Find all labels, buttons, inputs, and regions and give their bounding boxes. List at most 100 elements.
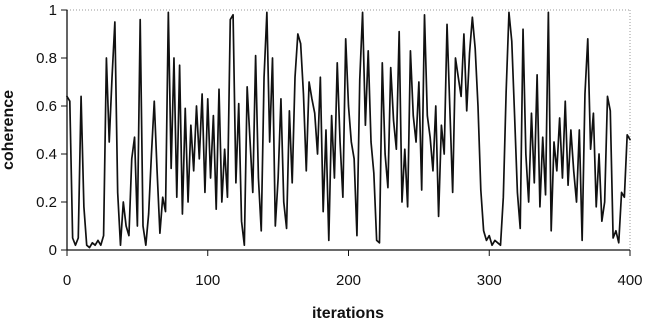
coherence-data-point [145,244,147,246]
coherence-data-point [159,232,161,234]
coherence-data-point [390,67,392,68]
coherence-data-point [317,153,318,155]
coherence-data-point [556,170,558,172]
y-tick-labels: 0 0.2 0.4 0.6 0.8 1 [36,2,57,259]
y-axis-title: coherence [0,90,17,170]
coherence-data-point [443,153,445,155]
coherence-data-point [396,148,397,150]
coherence-data-point [508,12,510,13]
coherence-data-point [426,115,428,116]
coherence-data-point [598,153,600,155]
coherence-data-point [277,177,279,179]
coherence-data-point [590,148,591,150]
coherence-data-point [562,177,563,179]
coherence-data-point [89,247,90,248]
coherence-data-point [241,220,242,222]
coherence-data-point [387,187,389,188]
coherence-data-point [193,170,195,172]
coherence-data-point [210,177,211,179]
coherence-data-point [69,100,71,102]
coherence-data-point [548,12,549,13]
coherence-data-point [365,124,366,126]
coherence-data-point [488,235,490,236]
coherence-data-point [286,228,287,229]
coherence-data-point [345,38,347,40]
coherence-data-point [314,112,316,114]
coherence-data-point [609,110,611,112]
coherence-data-point [497,242,499,244]
coherence-data-point [367,50,369,52]
coherence-data-point [522,28,524,30]
y-axis [61,9,68,251]
coherence-data-point [505,91,507,92]
coherence-data-point [435,105,437,107]
coherence-data-point [75,244,76,246]
coherence-data-point [297,33,299,35]
coherence-data-point [500,244,501,246]
coherence-data-point [190,124,192,126]
coherence-data-point [446,24,448,25]
coherence-data-point [196,105,197,107]
coherence-data-point [114,21,116,23]
coherence-data-point [207,98,209,100]
coherence-data-point [173,57,175,59]
coherence-data-point [294,76,296,78]
coherence-data-point [576,201,577,203]
coherence-data-point [232,14,234,16]
coherence-data-point [263,76,265,78]
coherence-data-point [542,136,544,138]
y-tick-label: 0.8 [36,50,57,67]
coherence-data-point [438,216,439,217]
coherence-data-point [604,201,606,203]
coherence-data-point [553,141,555,143]
coherence-data-point [227,196,228,198]
coherence-data-point [311,98,313,100]
coherence-data-point [477,105,479,107]
coherence-data-point [432,170,434,172]
coherence-data-point [407,206,408,208]
coherence-data-point [215,208,217,210]
coherence-data-point [167,12,169,13]
coherence-data-point [103,235,104,236]
x-tick-labels: 0 100 200 300 400 [63,272,643,289]
coherence-data-point [359,79,361,80]
coherence-data-point [491,244,493,246]
coherence-data-point [213,115,214,116]
coherence-data-point [308,81,310,83]
coherence-data-point [184,108,186,109]
coherence-data-point [187,201,189,203]
coherence-data-point [170,168,172,169]
coherence-data-point [373,172,375,174]
coherence-data-point [486,240,487,241]
coherence-data-point [274,225,276,227]
coherence-data-point [108,141,110,143]
coherence-data-point [412,115,414,116]
coherence-data-point [626,134,628,136]
coherence-data-point [229,19,231,20]
coherence-data-point [449,108,451,109]
x-axis-title: iterations [312,305,384,322]
coherence-data-point [266,12,268,13]
coherence-data-point [331,115,332,116]
coherence-data-point [142,225,144,227]
coherence-data-point [120,244,121,246]
coherence-data-point [350,141,352,143]
coherence-data-point [77,237,79,239]
coherence-data-point [353,158,355,160]
coherence-data-point [139,19,141,20]
coherence-data-point [480,189,482,191]
coherence-data-point [384,153,386,155]
coherence-data-point [86,244,88,246]
coherence-data-point [97,240,99,241]
coherence-data-point [519,228,521,229]
coherence-data-point [517,192,518,193]
coherence-data-point [148,213,149,215]
coherence-data-point [218,88,220,90]
coherence-data-point [578,129,580,131]
plot-frame [67,9,631,250]
coherence-data-point [570,129,572,131]
coherence-data-point [272,57,273,59]
coherence-data-point [137,225,138,227]
coherence-data-point [238,103,240,104]
